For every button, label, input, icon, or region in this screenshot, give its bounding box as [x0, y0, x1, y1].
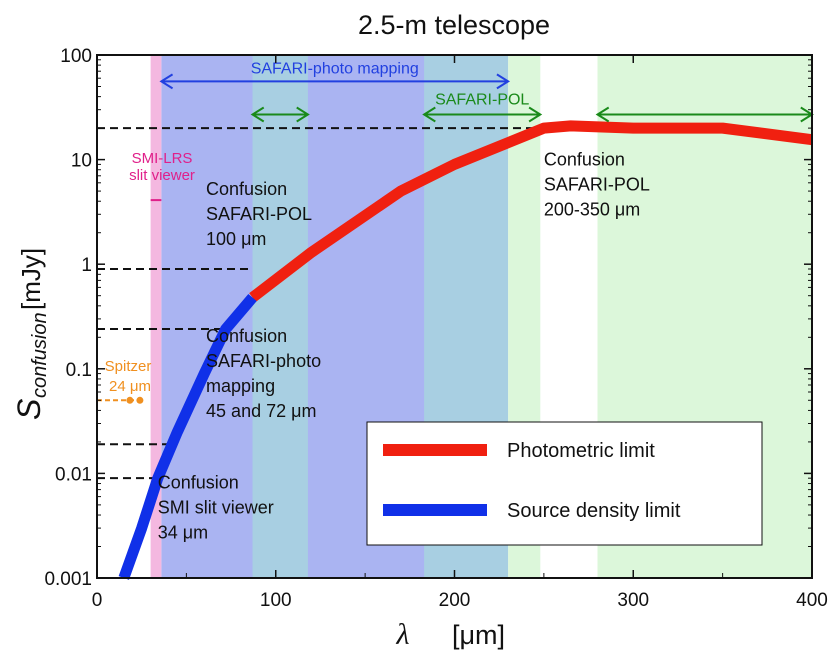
annotation-confusion-smi-line-1: SMI slit viewer: [158, 497, 274, 517]
spitzer-label-1: Spitzer: [105, 358, 152, 375]
x-axis-symbol: λ: [396, 618, 410, 651]
legend-label-source-density: Source density limit: [507, 500, 681, 522]
annotation-confusion-smi-line-2: 34 μm: [158, 522, 208, 542]
safari-pol-arrow-2-head-left: [422, 106, 436, 123]
y-tick-label-2: 0.1: [66, 360, 92, 381]
legend-box: [366, 421, 763, 546]
y-tick-label-5: 100: [60, 46, 92, 67]
x-tick-label-4: 400: [796, 590, 828, 611]
y-tick-label-1: 0.01: [55, 464, 92, 485]
safari-pol-band-1: [252, 55, 308, 578]
smi-lrs-band: [150, 55, 162, 578]
annotation-confusion-pol-250-line-1: SAFARI-POL: [544, 174, 650, 194]
y-axis-sub: confusion: [29, 312, 51, 398]
annotation-confusion-pol-250-line-2: 200-350 μm: [544, 199, 640, 219]
series-lines: [118, 120, 813, 580]
annotation-confusion-pol-250-line-0: Confusion: [544, 149, 625, 169]
safari-pol-arrow-1-head-right: [296, 106, 310, 123]
legend: Photometric limit Source density limit: [366, 421, 763, 546]
series-line-1: [118, 293, 257, 580]
y-axis-unit: [mJy]: [16, 248, 46, 310]
y-tick-label-3: 1: [81, 255, 92, 276]
x-tick-label-0: 0: [92, 590, 103, 611]
y-axis-label: S confusion [mJy]: [11, 248, 51, 420]
legend-label-photometric: Photometric limit: [507, 440, 655, 462]
safari-pol-arrow-label: SAFARI-POL: [435, 91, 529, 108]
spitzer-point-2: [136, 396, 144, 404]
x-tick-label-1: 100: [260, 590, 292, 611]
safari-pol-arrow-3-head-left: [595, 106, 610, 123]
annotation-confusion-photo-line-1: SAFARI-photo: [206, 351, 321, 371]
x-axis-label: λ [μm]: [396, 618, 506, 651]
x-tick-label-3: 300: [617, 590, 649, 611]
axis-ticks: 0 100 200 300 400 0.001 0.01 0.1 1 10 100: [44, 46, 827, 611]
annotation-confusion-pol-100-line-2: 100 μm: [206, 229, 266, 249]
smi-label-2: slit viewer: [129, 167, 195, 184]
safari-pol-arrow-2-head-right: [528, 106, 543, 123]
y-axis-main: S: [11, 399, 47, 420]
safari-photo-arrow-head-left: [159, 73, 174, 90]
x-tick-label-2: 200: [439, 590, 471, 611]
safari-photo-arrow-head-right: [496, 73, 511, 90]
range-arrows: SAFARI-photo mapping SAFARI-POL: [159, 60, 814, 123]
y-tick-label-4: 10: [71, 151, 92, 172]
safari-photo-arrow-label: SAFARI-photo mapping: [251, 60, 419, 77]
annotations: Confusion SAFARI-POL 200-350 μm Confusion SA…: [158, 149, 650, 542]
annotation-confusion-smi-line-0: Confusion: [158, 472, 239, 492]
chart-title: 2.5-m telescope: [358, 10, 550, 40]
x-axis-unit: [μm]: [452, 620, 505, 650]
y-tick-label-0: 0.001: [44, 569, 92, 590]
annotation-confusion-photo-line-3: 45 and 72 μm: [206, 401, 316, 421]
annotation-confusion-pol-100-line-1: SAFARI-POL: [206, 204, 312, 224]
safari-pol-arrow-1-head-left: [250, 106, 265, 123]
annotation-confusion-pol-100-line-0: Confusion: [206, 179, 287, 199]
dashed-levels: [97, 127, 544, 480]
spitzer-label-2: 24 μm: [109, 378, 151, 395]
spitzer-point-1: [126, 396, 134, 404]
series-line-0: [249, 120, 813, 302]
annotation-confusion-photo-line-2: mapping: [206, 376, 275, 396]
smi-label-1: SMI-LRS: [132, 150, 193, 167]
annotation-confusion-photo-line-0: Confusion: [206, 326, 287, 346]
